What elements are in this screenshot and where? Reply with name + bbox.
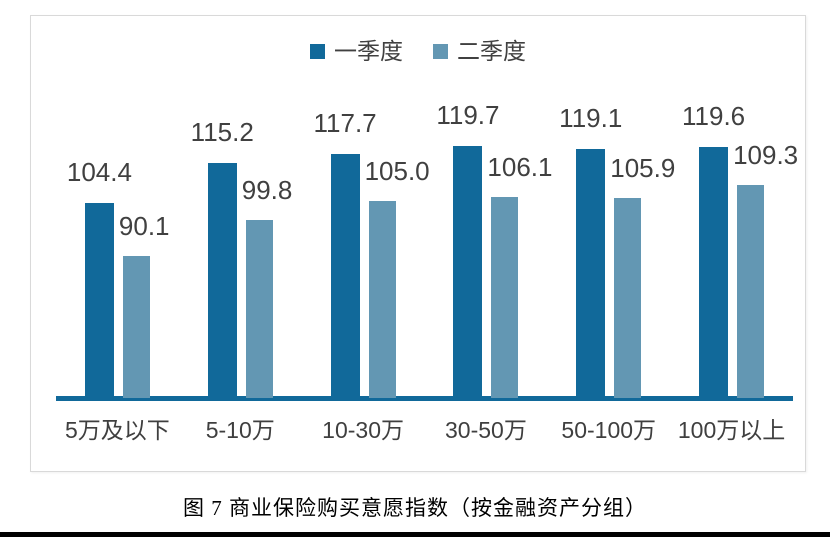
page-divider-line	[0, 532, 830, 537]
bar-q1-5-10万	[207, 163, 237, 398]
bar-q1-100万以上	[699, 147, 729, 398]
plot-area: 104.4 90.1 5万及以下 115.2 99.8 5-10万 117.7 105.0 10…	[31, 16, 805, 471]
legend-item-1: 一季度	[310, 40, 403, 63]
value-label-q1: 119.7	[436, 100, 500, 130]
bar-q1-30-50万	[453, 146, 483, 398]
value-label-q2: 106.1	[487, 152, 553, 182]
x-axis-label: 100万以上	[677, 417, 786, 443]
value-label-q2: 99.8	[241, 175, 293, 205]
bar-q1-5万及以下	[84, 203, 114, 398]
figure-caption: 图 7 商业保险购买意愿指数（按金融资产分组）	[183, 496, 647, 520]
bar-q2-30-50万	[491, 197, 519, 398]
bar-q2-5-10万	[245, 220, 273, 398]
x-axis-label: 5万及以下	[65, 417, 170, 443]
value-label-q1: 115.2	[190, 117, 254, 147]
x-axis-label: 50-100万	[561, 417, 657, 443]
chart-legend: 一季度 二季度	[31, 40, 805, 63]
bar-q2-50-100万	[614, 198, 642, 398]
value-label-q2: 105.9	[610, 153, 676, 183]
bar-q2-5万及以下	[122, 256, 150, 398]
x-axis-label: 5-10万	[205, 417, 275, 443]
legend-label: 一季度	[334, 38, 403, 64]
value-label-q1: 119.1	[559, 103, 623, 133]
x-axis-label: 30-50万	[445, 417, 527, 443]
legend-item-2: 二季度	[433, 40, 526, 63]
value-label-q1: 104.4	[66, 157, 132, 187]
value-label-q2: 109.3	[733, 140, 799, 170]
legend-swatch-icon	[310, 44, 325, 59]
value-label-q2: 105.0	[364, 156, 430, 186]
bar-q1-10-30万	[330, 154, 360, 398]
bar-q2-100万以上	[737, 185, 765, 398]
x-axis-line	[56, 396, 793, 401]
value-label-q1: 117.7	[313, 108, 377, 138]
bar-q2-10-30万	[368, 201, 396, 398]
legend-label: 二季度	[457, 38, 526, 64]
value-label-q2: 90.1	[118, 211, 170, 241]
legend-swatch-icon	[433, 44, 448, 59]
value-label-q1: 119.6	[682, 101, 746, 131]
chart-area: 一季度 二季度 104.4 90.1 5万及以下 115.2 99.8 5-10万 117.7…	[30, 15, 806, 472]
x-axis-label: 10-30万	[322, 417, 404, 443]
bar-q1-50-100万	[576, 149, 606, 398]
